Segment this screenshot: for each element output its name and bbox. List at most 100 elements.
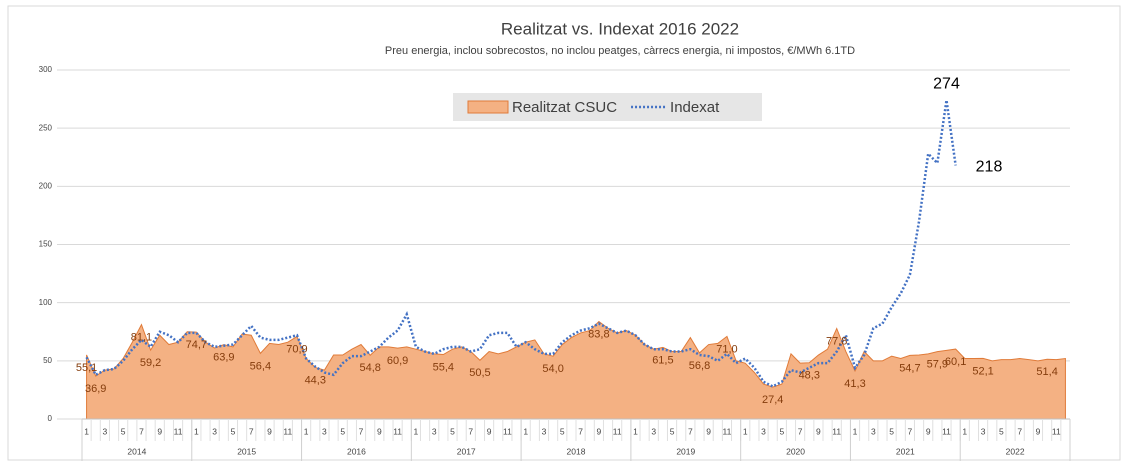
data-label: 83,8 [588,328,609,340]
data-label: 70,9 [286,343,307,355]
x-tick-label: 1 [414,426,419,436]
x-tick-label: 9 [377,426,382,436]
data-label: 63,9 [213,352,234,364]
data-label: 54,8 [359,362,380,374]
year-label: 2019 [676,446,695,456]
year-label: 2015 [237,446,256,456]
x-tick-label: 1 [304,426,309,436]
x-tick-label: 5 [670,426,675,436]
x-tick-label: 11 [174,426,183,436]
year-label: 2014 [127,446,146,456]
x-tick-label: 3 [542,426,547,436]
y-tick-label: 100 [39,298,53,307]
x-tick-label: 7 [139,426,144,436]
y-tick-label: 200 [39,181,53,190]
x-tick-label: 11 [283,426,292,436]
x-tick-label: 7 [688,426,693,436]
x-tick-label: 5 [231,426,236,436]
data-label: 274 [933,75,960,92]
data-label: 56,8 [689,360,710,372]
x-tick-label: 5 [779,426,784,436]
year-label: 2017 [457,446,476,456]
x-tick-label: 1 [194,426,199,436]
data-label: 54,7 [899,362,920,374]
data-label: 61,5 [652,354,673,366]
year-label: 2022 [1006,446,1025,456]
y-tick-label: 150 [39,240,53,249]
data-label: 74,7 [186,339,207,351]
data-label: 48,3 [799,370,820,382]
y-tick-label: 300 [39,65,53,74]
legend-swatch [467,100,509,114]
x-tick-label: 11 [723,426,732,436]
x-tick-label: 5 [889,426,894,436]
x-tick-label: 3 [322,426,327,436]
x-tick-label: 1 [633,426,638,436]
y-tick-label: 50 [43,356,52,365]
legend: Realitzat CSUC Indexat [453,93,762,121]
data-label: 71,0 [716,343,737,355]
x-tick-label: 1 [84,426,89,436]
x-tick-label: 9 [597,426,602,436]
x-tick-label: 11 [613,426,622,436]
year-label: 2021 [896,446,915,456]
x-tick-label: 5 [121,426,126,436]
x-tick-label: 11 [1052,426,1061,436]
x-tick-label: 9 [267,426,272,436]
year-label: 2018 [567,446,586,456]
x-tick-label: 3 [981,426,986,436]
data-label: 60,9 [387,355,408,367]
data-label: 77,8 [826,335,847,347]
y-tick-label: 0 [48,414,53,423]
x-tick-label: 7 [468,426,473,436]
x-tick-label: 3 [761,426,766,436]
x-tick-label: 5 [560,426,565,436]
x-tick-label: 1 [962,426,967,436]
chart-subtitle: Preu energia, inclou sobrecostos, no inc… [385,45,855,57]
data-label: 81,1 [131,332,152,344]
x-tick-label: 11 [503,426,512,436]
data-label: 218 [976,159,1003,176]
x-tick-label: 9 [1036,426,1041,436]
data-label: 36,9 [85,383,106,395]
x-tick-label: 7 [1017,426,1022,436]
x-tick-label: 3 [212,426,217,436]
data-label: 52,1 [972,365,993,377]
data-label: 55,1 [76,362,97,374]
data-label: 56,4 [250,360,271,372]
x-tick-label: 3 [103,426,108,436]
x-tick-label: 11 [832,426,841,436]
x-tick-label: 3 [651,426,656,436]
data-label: 55,4 [433,361,454,373]
data-label: 59,2 [140,357,161,369]
year-label: 2016 [347,446,366,456]
x-tick-label: 7 [249,426,254,436]
data-label: 54,0 [542,363,563,375]
data-label: 51,4 [1036,366,1057,378]
data-label: 27,4 [762,394,783,406]
x-tick-label: 5 [999,426,1004,436]
x-tick-label: 1 [523,426,528,436]
x-tick-label: 1 [743,426,748,436]
x-tick-label: 5 [340,426,345,436]
x-tick-label: 3 [871,426,876,436]
year-label: 2020 [786,446,805,456]
data-label: 57,9 [927,359,948,371]
x-tick-label: 7 [359,426,364,436]
area [86,320,1066,420]
x-tick-label: 7 [908,426,913,436]
x-tick-label: 11 [393,426,402,436]
data-label: 60,1 [945,356,966,368]
x-tick-label: 9 [157,426,162,436]
x-tick-label: 9 [487,426,492,436]
x-tick-label: 9 [816,426,821,436]
chart-title: Realitzat vs. Indexat 2016 2022 [501,19,739,38]
x-tick-label: 1 [853,426,858,436]
x-tick-label: 7 [578,426,583,436]
x-tick-label: 9 [706,426,711,436]
data-label: 41,3 [844,378,865,390]
data-label: 44,3 [305,374,326,386]
legend-label: Indexat [670,99,720,116]
x-tick-label: 3 [432,426,437,436]
